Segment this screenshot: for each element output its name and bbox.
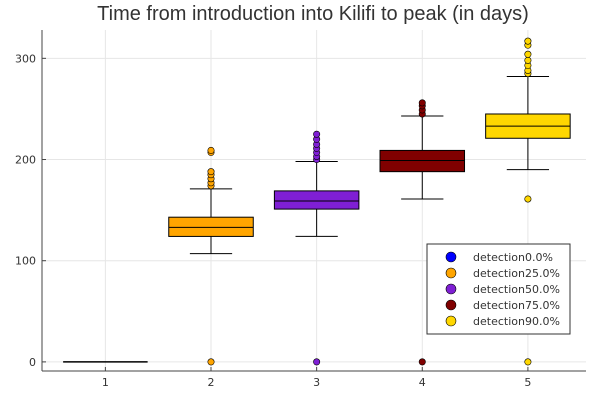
legend-item: detection0.0% [445, 251, 553, 264]
axes: 1 2 3 4 5 0 100 200 300 [15, 30, 586, 389]
box-iqr [379, 149, 466, 173]
legend-item: detection50.0% [445, 283, 560, 296]
legend-marker [445, 299, 457, 311]
legend-label: detection25.0% [473, 267, 560, 280]
outlier-point [524, 195, 532, 203]
legend-label: detection50.0% [473, 283, 560, 296]
box-detection50.0% [273, 130, 360, 366]
legend-item: detection90.0% [445, 315, 560, 328]
outlier-point [313, 130, 321, 138]
outlier-point [524, 37, 532, 45]
box-detection75.0% [379, 99, 466, 366]
outlier-point [207, 168, 215, 176]
legend-marker [445, 267, 457, 279]
outlier-point [418, 99, 426, 107]
legend-label: detection75.0% [473, 299, 560, 312]
outlier-point [207, 358, 215, 366]
box-iqr [273, 190, 360, 210]
legend-marker [445, 251, 457, 263]
outlier-point [418, 358, 426, 366]
outlier-point [313, 358, 321, 366]
box-iqr [168, 216, 254, 237]
outlier-point [524, 358, 532, 366]
x-tick-label: 5 [524, 376, 531, 389]
y-tick-label: 0 [29, 356, 36, 369]
x-tick-label: 1 [102, 376, 109, 389]
legend-marker [445, 315, 457, 327]
box-detection25.0% [168, 146, 254, 366]
outlier-point [207, 146, 215, 154]
legend-marker [445, 283, 457, 295]
x-tick-label: 4 [419, 376, 426, 389]
chart-title: Time from introduction into Kilifi to pe… [97, 3, 529, 25]
box-series [63, 37, 571, 366]
legend-item: detection75.0% [445, 299, 560, 312]
outlier-point [524, 56, 532, 64]
y-tick-label: 300 [15, 52, 36, 65]
x-tick-label: 2 [208, 376, 215, 389]
legend: detection0.0% detection25.0% detection50.0… [426, 243, 571, 335]
y-tick-label: 100 [15, 255, 36, 268]
legend-label: detection0.0% [473, 251, 553, 264]
y-tick-label: 200 [15, 154, 36, 167]
outlier-point [524, 50, 532, 58]
x-tick-label: 3 [313, 376, 320, 389]
legend-label: detection90.0% [473, 315, 560, 328]
box-detection90.0% [485, 37, 571, 366]
legend-item: detection25.0% [445, 267, 560, 280]
